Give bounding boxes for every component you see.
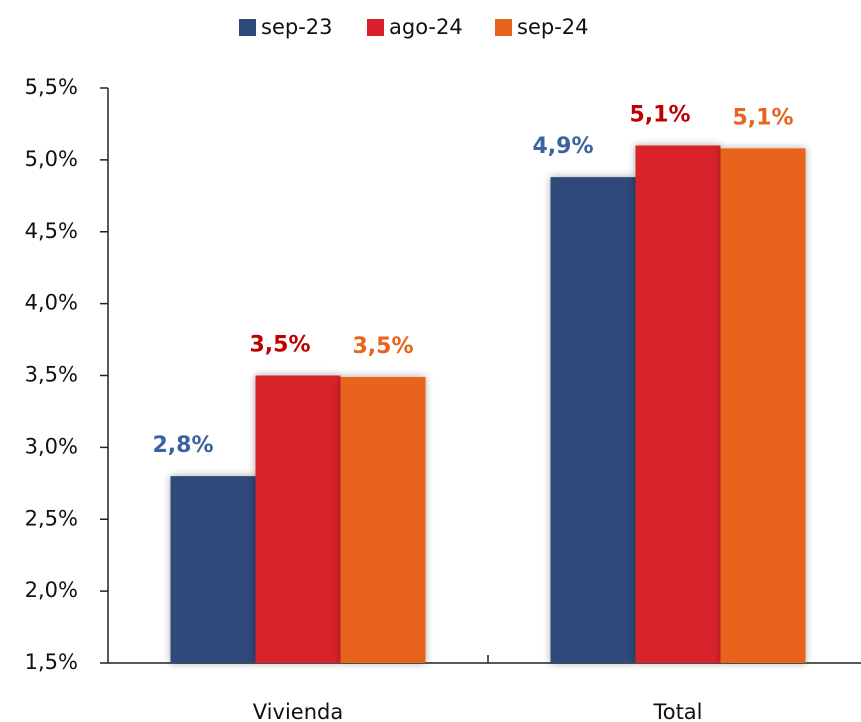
legend-label: sep-24	[517, 15, 589, 39]
legend-label: ago-24	[389, 15, 463, 39]
y-tick-label: 5,5%	[25, 75, 78, 99]
value-label: 3,5%	[249, 333, 310, 358]
y-tick-label: 2,5%	[25, 506, 78, 530]
bar	[340, 376, 426, 663]
bar	[635, 145, 721, 663]
value-label: 5,1%	[732, 105, 793, 130]
y-tick-label: 1,5%	[25, 650, 78, 674]
bar	[720, 148, 806, 663]
y-tick-label: 5,0%	[25, 147, 78, 171]
value-label: 5,1%	[629, 103, 690, 128]
bar	[550, 177, 636, 663]
bar	[170, 476, 256, 663]
y-tick-label: 4,0%	[25, 291, 78, 315]
y-tick-label: 4,5%	[25, 219, 78, 243]
y-tick-label: 2,0%	[25, 578, 78, 602]
legend-swatch	[495, 19, 512, 36]
value-label: 2,8%	[152, 433, 213, 458]
y-tick-label: 3,0%	[25, 434, 78, 458]
x-tick-label: Vivienda	[253, 700, 343, 722]
bar	[255, 375, 341, 663]
legend-label: sep-23	[261, 15, 333, 39]
x-tick-label: Total	[652, 700, 702, 722]
value-label: 4,9%	[532, 134, 593, 159]
y-tick-label: 3,5%	[25, 363, 78, 387]
legend-swatch	[239, 19, 256, 36]
legend-swatch	[367, 19, 384, 36]
value-label: 3,5%	[352, 334, 413, 359]
